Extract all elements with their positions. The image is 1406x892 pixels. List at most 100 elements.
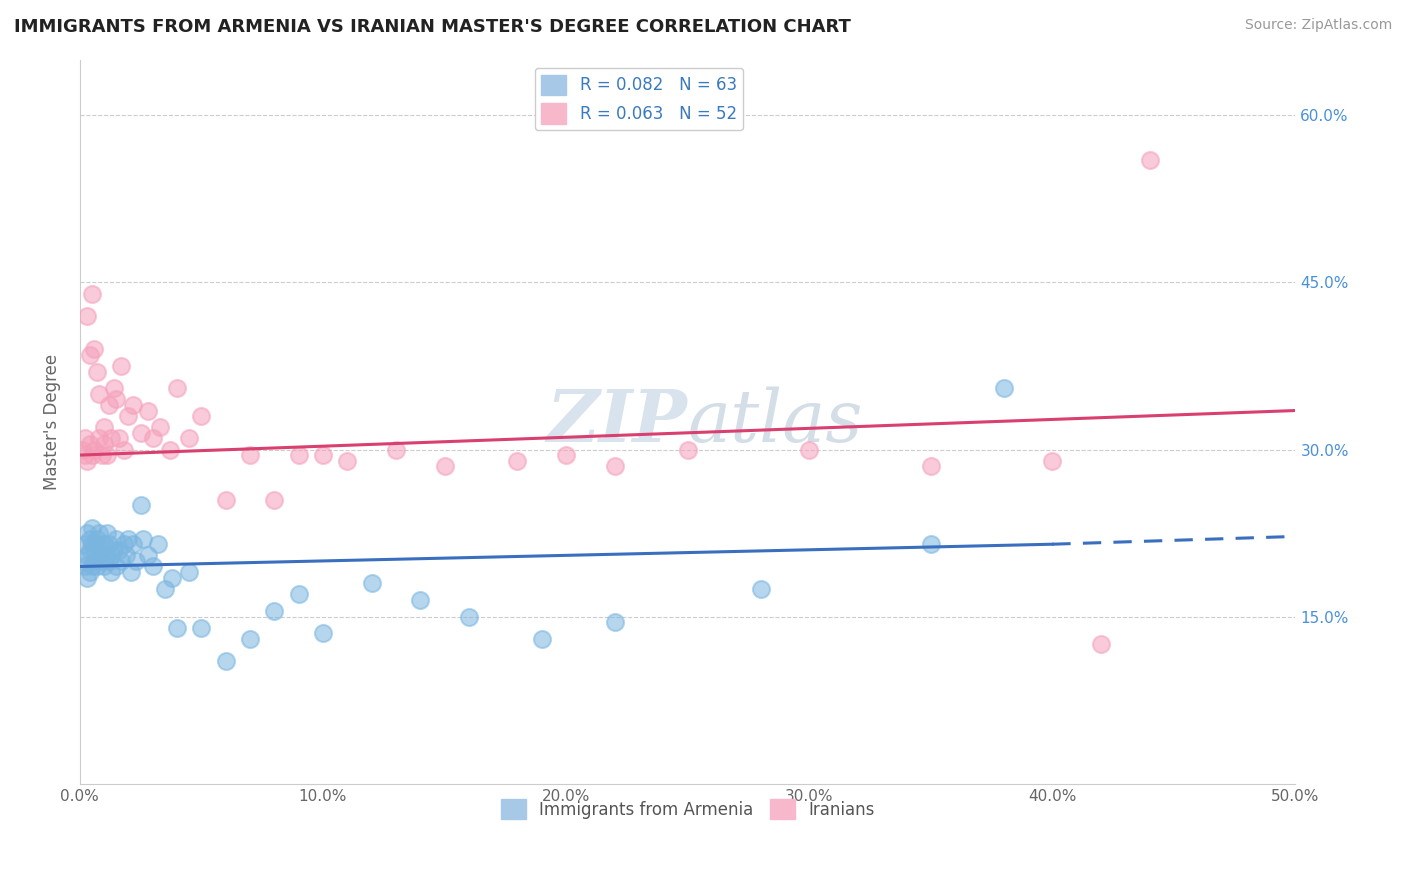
Point: [79, 542, 101, 557]
Point: [603, 615, 626, 630]
Point: [76, 526, 98, 541]
Y-axis label: Master's Degree: Master's Degree: [44, 353, 60, 490]
Point: [76, 453, 98, 467]
Point: [80, 537, 103, 551]
Point: [149, 420, 172, 434]
Point: [166, 381, 188, 395]
Point: [83, 343, 105, 357]
Point: [73, 559, 96, 574]
Point: [72, 554, 94, 568]
Point: [676, 442, 699, 457]
Point: [799, 442, 821, 457]
Point: [1090, 638, 1112, 652]
Point: [96, 448, 118, 462]
Point: [263, 604, 285, 618]
Point: [83, 442, 105, 457]
Point: [96, 526, 118, 541]
Point: [107, 431, 129, 445]
Point: [89, 386, 111, 401]
Point: [122, 537, 145, 551]
Point: [117, 409, 139, 423]
Point: [142, 559, 165, 574]
Point: [98, 554, 121, 568]
Point: [239, 632, 262, 646]
Point: [100, 431, 122, 445]
Point: [73, 537, 96, 551]
Point: [179, 565, 201, 579]
Point: [287, 587, 309, 601]
Point: [83, 554, 105, 568]
Point: [409, 593, 432, 607]
Point: [162, 571, 184, 585]
Point: [79, 532, 101, 546]
Text: IMMIGRANTS FROM ARMENIA VS IRANIAN MASTER'S DEGREE CORRELATION CHART: IMMIGRANTS FROM ARMENIA VS IRANIAN MASTE…: [14, 18, 851, 36]
Point: [142, 431, 165, 445]
Point: [110, 359, 132, 373]
Point: [129, 498, 152, 512]
Point: [263, 492, 285, 507]
Point: [93, 559, 115, 574]
Point: [530, 632, 553, 646]
Text: atlas: atlas: [688, 386, 863, 457]
Point: [107, 542, 129, 557]
Point: [336, 453, 359, 467]
Point: [98, 537, 121, 551]
Point: [749, 582, 772, 596]
Point: [190, 409, 212, 423]
Point: [100, 565, 122, 579]
Point: [215, 492, 238, 507]
Point: [146, 537, 169, 551]
Point: [112, 442, 135, 457]
Point: [153, 582, 176, 596]
Point: [112, 537, 135, 551]
Point: [105, 559, 128, 574]
Point: [179, 431, 201, 445]
Point: [79, 437, 101, 451]
Point: [117, 532, 139, 546]
Legend: Immigrants from Armenia, Iranians: Immigrants from Armenia, Iranians: [494, 792, 882, 826]
Point: [80, 559, 103, 574]
Point: [76, 549, 98, 563]
Point: [89, 431, 111, 445]
Point: [72, 442, 94, 457]
Point: [93, 437, 115, 451]
Point: [89, 549, 111, 563]
Point: [129, 425, 152, 440]
Point: [122, 398, 145, 412]
Point: [555, 448, 578, 462]
Point: [120, 565, 142, 579]
Point: [79, 348, 101, 362]
Point: [79, 565, 101, 579]
Point: [159, 442, 181, 457]
Text: ZIP: ZIP: [547, 386, 688, 458]
Point: [1040, 453, 1063, 467]
Point: [457, 609, 479, 624]
Point: [90, 448, 112, 462]
Point: [105, 532, 128, 546]
Point: [86, 365, 108, 379]
Point: [132, 532, 155, 546]
Point: [360, 576, 382, 591]
Point: [993, 381, 1015, 395]
Point: [115, 549, 138, 563]
Point: [73, 448, 96, 462]
Point: [76, 571, 98, 585]
Point: [166, 621, 188, 635]
Point: [190, 621, 212, 635]
Point: [105, 392, 128, 407]
Point: [86, 537, 108, 551]
Point: [83, 542, 105, 557]
Point: [603, 459, 626, 474]
Point: [96, 549, 118, 563]
Point: [136, 403, 159, 417]
Point: [98, 398, 121, 412]
Point: [287, 448, 309, 462]
Point: [93, 420, 115, 434]
Point: [215, 654, 238, 668]
Point: [385, 442, 408, 457]
Point: [89, 526, 111, 541]
Point: [125, 554, 148, 568]
Point: [90, 554, 112, 568]
Point: [1139, 153, 1161, 167]
Point: [136, 549, 159, 563]
